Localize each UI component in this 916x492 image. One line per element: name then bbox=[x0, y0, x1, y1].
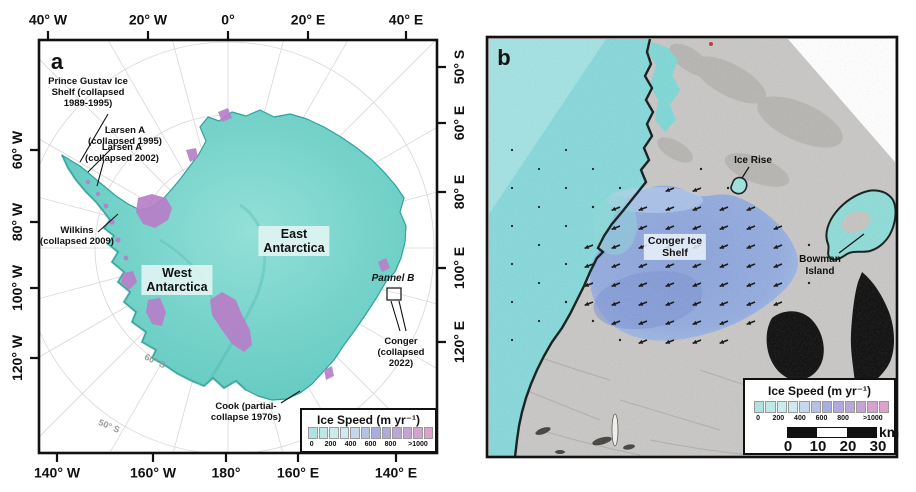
colorbar-swatch bbox=[776, 401, 787, 413]
colorbar-swatch bbox=[371, 427, 381, 439]
legend-title-a: Ice Speed (m yr⁻¹) bbox=[316, 413, 421, 427]
coast-shading bbox=[60, 154, 247, 391]
colorbar-tick-label: 0 bbox=[309, 441, 314, 448]
scale-bar-tick-0: 0 bbox=[783, 438, 793, 455]
colorbar-tick-label: 400 bbox=[794, 415, 806, 422]
axis-label-top-0: 40° W bbox=[28, 11, 68, 28]
panel-a-map bbox=[30, 31, 446, 462]
axis-label-bottom-2: 180° bbox=[211, 464, 241, 481]
scale-bar-tick-10: 10 bbox=[809, 438, 827, 455]
antarctica-landmass bbox=[60, 108, 407, 401]
axis-label-right-4: 120° E bbox=[451, 320, 467, 364]
scale-bar-segment-2 bbox=[817, 428, 847, 437]
colorbar-tick-label: 600 bbox=[815, 415, 828, 422]
region-label-east-antarctica: East Antarctica bbox=[258, 226, 330, 256]
colorbar-swatch bbox=[360, 427, 370, 439]
axis-label-bottom-3: 160° E bbox=[276, 464, 320, 481]
axis-label-left-3: 120° W bbox=[9, 334, 25, 382]
colorbar-swatch bbox=[844, 401, 855, 413]
colorbar-swatch bbox=[402, 427, 412, 439]
panel-b-frame bbox=[485, 35, 899, 459]
axis-label-left-2: 100° W bbox=[9, 264, 25, 312]
axis-label-bottom-0: 140° W bbox=[33, 464, 81, 481]
colorbar-swatch bbox=[787, 401, 799, 413]
scale-bar-segment-3 bbox=[846, 428, 876, 437]
colorbar-swatch bbox=[833, 401, 844, 413]
scale-bar bbox=[787, 427, 877, 438]
axis-label-right-3: 100° E bbox=[451, 246, 467, 290]
legend-title-b: Ice Speed (m yr⁻¹) bbox=[767, 384, 872, 398]
scale-bar-unit: km bbox=[879, 424, 900, 440]
ice-speed-legend-b: Ice Speed (m yr⁻¹) 0 200 400 600 800 >1000 km… bbox=[743, 378, 900, 455]
colorbar-swatch bbox=[821, 401, 833, 413]
axis-label-top-3: 20° E bbox=[290, 11, 326, 28]
colorbar-swatch bbox=[318, 427, 328, 439]
leader-lines bbox=[79, 113, 407, 404]
annotation-larsen-2002: Larsen A (collapsed 2002) bbox=[85, 141, 159, 164]
panel-b-extent-box bbox=[386, 287, 402, 301]
axis-label-top-1: 20° W bbox=[128, 11, 168, 28]
ice-speed-legend-a: Ice Speed (m yr⁻¹) 0 200 400 600 800 >1000 bbox=[300, 408, 437, 453]
colorbar-tick-label: 800 bbox=[837, 415, 849, 422]
colorbar-swatch bbox=[329, 427, 339, 439]
axis-ticks bbox=[30, 31, 446, 462]
colorbar-swatch bbox=[799, 401, 810, 413]
axis-label-right-2: 80° E bbox=[451, 174, 467, 210]
colorbar-swatch bbox=[423, 427, 433, 439]
colorbar-swatch bbox=[413, 427, 423, 439]
colorbar-tick-label: >1000 bbox=[408, 441, 428, 448]
colorbar-swatch bbox=[308, 427, 318, 439]
colorbar-tick-label: 0 bbox=[756, 415, 760, 422]
colorbar-swatch bbox=[765, 401, 776, 413]
colorbar-swatch bbox=[810, 401, 821, 413]
axis-label-bottom-4: 140° E bbox=[374, 464, 418, 481]
colorbar-tick-label: 200 bbox=[324, 441, 337, 448]
colorbar-tick-label: 800 bbox=[384, 441, 397, 448]
colorbar-swatch bbox=[855, 401, 867, 413]
colorbar-swatch bbox=[878, 401, 889, 413]
colorbar-swatch bbox=[381, 427, 391, 439]
axis-label-bottom-1: 160° W bbox=[129, 464, 177, 481]
annotation-bowman-island: Bowman Island bbox=[799, 254, 841, 277]
colorbar-swatch bbox=[392, 427, 402, 439]
colorbar-tick-label: 200 bbox=[772, 415, 785, 422]
colorbar-b bbox=[754, 401, 889, 413]
colorbar-tick-label: >1000 bbox=[862, 415, 883, 422]
colorbar-swatch bbox=[867, 401, 878, 413]
fast-ice-patches bbox=[85, 108, 390, 380]
colorbar-ticks-b: 0 200 400 600 800 >1000 bbox=[754, 415, 889, 424]
scale-bar-segment-1 bbox=[788, 428, 818, 437]
colorbar-swatch bbox=[350, 427, 360, 439]
scale-bar-tick-30: 30 bbox=[869, 438, 887, 455]
annotation-larsen-1995: Larsen A (collapsed 1995) bbox=[88, 124, 162, 147]
colorbar-a bbox=[308, 427, 433, 439]
panel-a-label: a bbox=[50, 49, 64, 75]
annotation-cook: Cook (partial- collapse 1970s) bbox=[210, 400, 282, 423]
annotation-conger: Conger (collapsed 2022) bbox=[377, 336, 425, 370]
colorbar-tick-label: 600 bbox=[364, 441, 377, 448]
panel-b-label: b bbox=[497, 45, 511, 71]
colorbar-swatch bbox=[339, 427, 349, 439]
region-label-west-antarctica: West Antarctica bbox=[141, 265, 213, 295]
panel-a-frame bbox=[37, 38, 439, 455]
annotation-conger-ice-shelf: Conger Ice Shelf bbox=[643, 233, 707, 261]
axis-label-top-4: 40° E bbox=[388, 11, 424, 28]
axis-label-top-2: 0° bbox=[221, 11, 235, 28]
annotation-ice-rise: Ice Rise bbox=[734, 155, 772, 167]
colorbar-swatch bbox=[754, 401, 765, 413]
axis-label-right-1: 60° E bbox=[451, 105, 467, 141]
annotation-wilkins: Wilkins (collapsed 2009) bbox=[40, 224, 114, 247]
scale-bar-tick-20: 20 bbox=[839, 438, 857, 455]
leader-lines-b bbox=[741, 166, 865, 254]
colorbar-ticks-a: 0 200 400 600 800 >1000 bbox=[308, 441, 433, 450]
annotation-prince-gustav: Prince Gustav Ice Shelf (collapsed 1989-… bbox=[48, 76, 128, 110]
panel-b-reference-label: Pannel B bbox=[371, 273, 415, 285]
axis-label-left-0: 60° W bbox=[9, 130, 25, 170]
axis-label-left-1: 80° W bbox=[9, 202, 25, 242]
colorbar-tick-label: 400 bbox=[344, 441, 357, 448]
axis-label-right-0: 50° S bbox=[451, 49, 467, 85]
